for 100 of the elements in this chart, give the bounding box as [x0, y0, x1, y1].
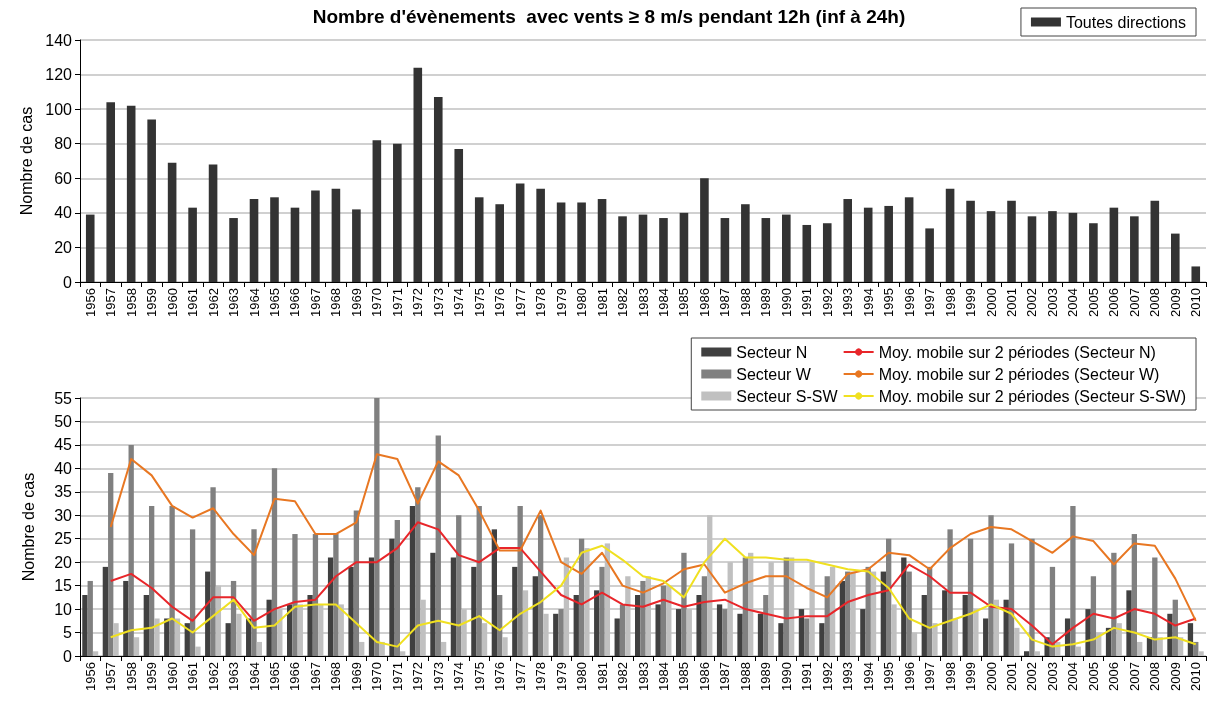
x-tick-label: 1961	[185, 662, 201, 691]
x-tick-label: 1964	[246, 662, 262, 691]
bar	[188, 207, 197, 282]
legend-label: Toutes directions	[1065, 13, 1186, 31]
x-tick-label: 2004	[1065, 288, 1081, 317]
bar	[522, 590, 529, 656]
bar	[625, 576, 631, 656]
x-tick-label: 1972	[410, 662, 426, 691]
bar	[189, 529, 196, 656]
x-tick-label: 1996	[901, 288, 917, 317]
x-tick-label: 1999	[963, 288, 979, 317]
bar	[210, 487, 216, 656]
x-tick-label: 2010	[1188, 662, 1204, 691]
x-tick-label: 1983	[635, 288, 651, 317]
legend-label: Secteur S-SW	[736, 387, 839, 405]
y-tick-label: 0	[63, 273, 73, 291]
bar	[543, 613, 549, 656]
x-tick-label: 1962	[205, 288, 221, 317]
y-tick-label: 55	[54, 389, 73, 407]
bar	[778, 623, 784, 656]
bar	[573, 595, 579, 656]
x-tick-label: 1996	[901, 662, 917, 691]
bar	[502, 637, 508, 656]
x-tick-label: 1974	[451, 288, 467, 317]
bar	[584, 548, 590, 656]
x-tick-label: 1992	[819, 662, 835, 691]
x-tick-label: 1968	[328, 288, 344, 317]
bar	[307, 595, 313, 656]
bar	[727, 562, 733, 656]
bar	[809, 562, 815, 656]
x-tick-label: 1988	[737, 662, 753, 691]
y-tick-label: 20	[54, 238, 73, 256]
y-tick-label: 20	[54, 553, 73, 571]
bar	[839, 580, 846, 656]
bar	[297, 604, 303, 656]
x-tick-label: 1966	[287, 288, 303, 317]
bar	[716, 604, 723, 656]
bar	[229, 218, 238, 282]
bar	[686, 609, 692, 656]
x-tick-label: 1976	[492, 288, 508, 317]
x-tick-label: 2007	[1126, 662, 1142, 691]
bar	[741, 204, 750, 282]
bar	[722, 609, 728, 656]
bar	[399, 651, 406, 656]
bar	[420, 599, 426, 656]
x-tick-label: 1977	[512, 662, 528, 691]
x-tick-label: 1993	[840, 288, 856, 317]
bar	[863, 207, 873, 282]
bar	[236, 613, 242, 656]
x-tick-label: 1964	[246, 288, 262, 317]
bar	[1170, 233, 1180, 282]
bar	[1007, 200, 1016, 282]
bar	[768, 562, 774, 656]
x-tick-label: 1988	[737, 288, 753, 317]
bar	[327, 557, 334, 656]
bar	[537, 515, 544, 656]
x-tick-label: 2008	[1147, 662, 1163, 691]
x-tick-label: 1978	[533, 288, 549, 317]
y-tick-label: 5	[63, 624, 73, 642]
x-tick-label: 2004	[1065, 662, 1081, 691]
x-tick-label: 1971	[389, 662, 405, 691]
x-tick-label: 1982	[615, 288, 631, 317]
bar	[394, 519, 400, 656]
bar	[1029, 538, 1035, 656]
bar	[372, 140, 382, 282]
x-tick-label: 1985	[676, 288, 692, 317]
x-tick-label: 1975	[471, 288, 487, 317]
bar	[597, 199, 607, 282]
x-tick-label: 1958	[123, 288, 139, 317]
x-tick-label: 1956	[82, 662, 98, 691]
x-tick-label: 1995	[881, 288, 897, 317]
bar	[148, 505, 155, 656]
y-tick-label: 45	[54, 436, 73, 454]
bar	[92, 651, 99, 656]
x-tick-label: 1981	[594, 288, 610, 317]
bar	[952, 618, 959, 656]
bar	[660, 585, 667, 656]
bar	[536, 188, 545, 282]
x-tick-label: 2009	[1167, 288, 1183, 317]
bar	[292, 534, 298, 656]
bar	[311, 190, 320, 282]
bar	[102, 566, 109, 656]
bar	[515, 183, 525, 282]
bar	[256, 641, 262, 656]
x-tick-label: 1986	[696, 662, 712, 691]
bar	[461, 609, 467, 656]
x-tick-label: 1959	[144, 288, 160, 317]
x-tick-label: 1987	[717, 288, 733, 317]
bar	[440, 641, 447, 656]
bar	[143, 595, 149, 656]
x-tick-label: 1992	[819, 288, 835, 317]
bar	[737, 613, 743, 656]
legend-label: Moy. mobile sur 2 périodes (Secteur N)	[878, 343, 1156, 361]
bar	[967, 538, 974, 656]
x-tick-label: 1979	[553, 662, 569, 691]
x-tick-label: 1979	[553, 288, 569, 317]
bar	[798, 609, 805, 656]
bar	[988, 515, 994, 656]
bar	[681, 552, 687, 656]
y-tick-label: 10	[54, 600, 73, 618]
